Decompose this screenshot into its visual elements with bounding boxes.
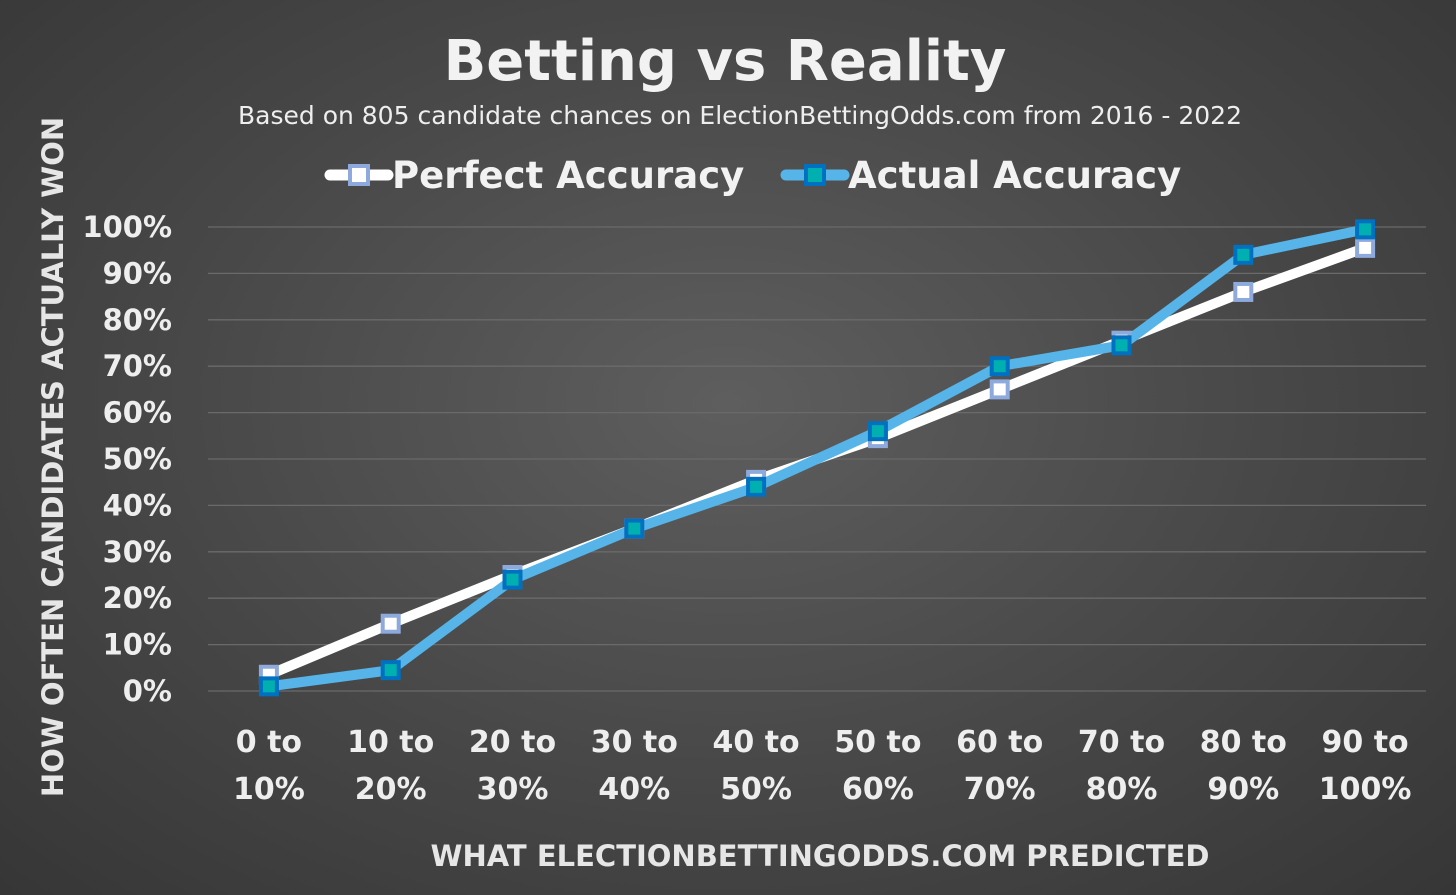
data-point-perfect <box>380 613 401 634</box>
y-tick-label: 0% <box>123 674 172 708</box>
x-tick-label: 60 to 70% <box>956 725 1043 807</box>
y-tick-label: 30% <box>103 535 172 569</box>
series-line-actual-accuracy <box>263 224 1371 692</box>
x-tick-label: 10 to 20% <box>347 725 434 807</box>
data-point-perfect <box>989 379 1010 400</box>
x-tick-label: 50 to 60% <box>834 725 921 807</box>
legend-swatch-marker-actual <box>804 164 826 186</box>
x-tick-label: 80 to 90% <box>1200 725 1287 807</box>
legend-entry-perfect-accuracy: Perfect Accuracy <box>324 154 744 197</box>
data-point-actual <box>502 569 523 590</box>
chart-subtitle: Based on 805 candidate chances on Electi… <box>238 101 1242 130</box>
y-tick-label: 10% <box>103 628 172 662</box>
series-lines <box>258 219 1376 697</box>
legend: Perfect Accuracy Actual Accuracy <box>324 154 1181 197</box>
x-tick-label: 0 to 10% <box>233 725 305 807</box>
data-point-perfect <box>1233 281 1254 302</box>
data-point-perfect <box>1355 237 1376 258</box>
x-tick-label: 90 to 100% <box>1319 725 1412 807</box>
y-tick-label: 100% <box>82 210 172 244</box>
data-point-actual <box>867 421 888 442</box>
data-point-actual <box>989 356 1010 377</box>
data-point-actual <box>1233 244 1254 265</box>
data-point-actual <box>624 518 645 539</box>
data-point-actual <box>1355 219 1376 240</box>
x-tick-label: 30 to 40% <box>591 725 678 807</box>
data-point-actual <box>1111 335 1132 356</box>
x-axis-label: WHAT ELECTIONBETTINGODDS.COM PREDICTED <box>430 839 1209 873</box>
legend-label-perfect-accuracy: Perfect Accuracy <box>392 154 744 197</box>
legend-entry-actual-accuracy: Actual Accuracy <box>780 154 1181 197</box>
chart-title: Betting vs Reality <box>444 29 1007 94</box>
legend-swatch-marker-perfect <box>348 164 370 186</box>
x-tick-label: 70 to 80% <box>1078 725 1165 807</box>
y-tick-label: 70% <box>103 349 172 383</box>
x-tick-labels: 0 to 10% 10 to 20% 20 to 30% 30 to 40% 40 to 50% 5… <box>233 725 1411 807</box>
data-point-actual <box>258 676 279 697</box>
y-tick-label: 40% <box>103 488 172 522</box>
data-point-actual <box>380 660 401 681</box>
gridlines <box>208 226 1426 692</box>
y-axis-label: HOW OFTEN CANDIDATES ACTUALLY WON <box>36 117 70 797</box>
legend-label-actual-accuracy: Actual Accuracy <box>848 154 1181 197</box>
y-tick-labels: 0% 10% 20% 30% 40% 50% 60% 70% 80% 90% 100% <box>82 210 172 708</box>
x-tick-label: 40 to 50% <box>713 725 800 807</box>
y-tick-label: 50% <box>103 442 172 476</box>
x-tick-label: 20 to 30% <box>469 725 556 807</box>
y-tick-label: 80% <box>103 303 172 337</box>
y-tick-label: 90% <box>103 256 172 290</box>
y-tick-label: 20% <box>103 581 172 615</box>
y-tick-label: 60% <box>103 396 172 430</box>
data-point-actual <box>746 476 767 497</box>
